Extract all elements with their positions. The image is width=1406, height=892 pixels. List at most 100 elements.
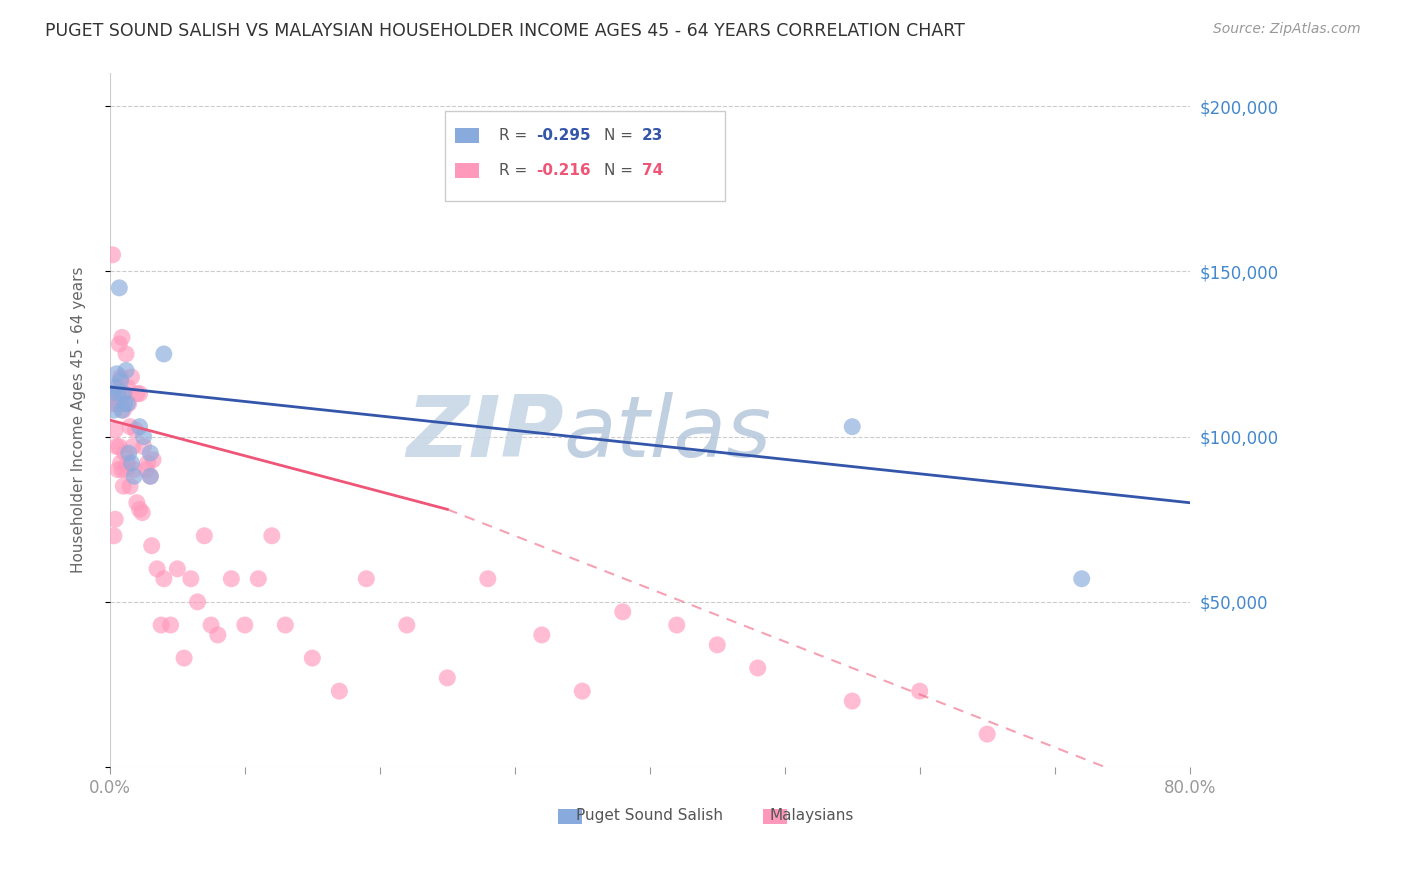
Point	[128, 502, 150, 516]
Text: -0.295: -0.295	[536, 128, 591, 143]
Point	[100, 386, 122, 401]
Point	[111, 330, 134, 344]
Point	[150, 618, 173, 632]
Point	[142, 452, 165, 467]
Point	[103, 403, 125, 417]
Point	[193, 529, 215, 543]
Point	[173, 651, 195, 665]
Point	[233, 618, 256, 632]
Text: Puget Sound Salish: Puget Sound Salish	[576, 808, 723, 823]
Point	[221, 572, 243, 586]
Point	[107, 463, 129, 477]
Point	[153, 572, 176, 586]
Point	[108, 337, 131, 351]
Point	[100, 396, 122, 410]
Text: ZIP: ZIP	[406, 392, 564, 475]
Text: Source: ZipAtlas.com: Source: ZipAtlas.com	[1213, 22, 1361, 37]
Text: -0.216: -0.216	[536, 162, 591, 178]
Point	[328, 684, 350, 698]
Point	[117, 456, 139, 470]
Point	[108, 440, 131, 454]
Text: atlas: atlas	[564, 392, 772, 475]
Point	[110, 456, 132, 470]
Point	[1070, 770, 1092, 784]
Point	[1070, 572, 1092, 586]
Text: PUGET SOUND SALISH VS MALAYSIAN HOUSEHOLDER INCOME AGES 45 - 64 YEARS CORRELATIO: PUGET SOUND SALISH VS MALAYSIAN HOUSEHOL…	[45, 22, 965, 40]
Point	[436, 671, 458, 685]
Point	[125, 386, 148, 401]
Point	[146, 562, 169, 576]
Point	[612, 605, 634, 619]
Point	[356, 572, 378, 586]
Text: R =: R =	[499, 128, 531, 143]
Point	[110, 370, 132, 384]
Point	[187, 595, 209, 609]
Y-axis label: Householder Income Ages 45 - 64 years: Householder Income Ages 45 - 64 years	[72, 267, 86, 574]
Point	[115, 363, 138, 377]
Point	[110, 373, 132, 387]
Point	[135, 463, 157, 477]
Point	[153, 347, 176, 361]
Point	[207, 628, 229, 642]
Point	[128, 419, 150, 434]
Point	[908, 684, 931, 698]
Point	[159, 618, 181, 632]
Point	[132, 440, 155, 454]
Point	[115, 347, 138, 361]
Point	[114, 446, 136, 460]
Point	[117, 396, 139, 410]
Point	[706, 638, 728, 652]
Point	[139, 469, 162, 483]
Point	[120, 479, 142, 493]
Point	[141, 539, 163, 553]
Point	[247, 572, 270, 586]
Point	[132, 429, 155, 443]
Point	[103, 529, 125, 543]
Bar	[763, 809, 787, 824]
Point	[114, 386, 136, 401]
Point	[841, 419, 863, 434]
Point	[125, 496, 148, 510]
Point	[115, 463, 138, 477]
Point	[117, 380, 139, 394]
Point	[976, 727, 998, 741]
Point	[122, 463, 145, 477]
Point	[101, 248, 124, 262]
Text: N =: N =	[605, 128, 638, 143]
Point	[301, 651, 323, 665]
Point	[180, 572, 202, 586]
Point	[104, 380, 127, 394]
Point	[530, 628, 553, 642]
Point	[124, 423, 146, 437]
Point	[477, 572, 499, 586]
Point	[139, 446, 162, 460]
Point	[120, 370, 142, 384]
Point	[121, 440, 143, 454]
Point	[114, 396, 136, 410]
Point	[200, 618, 222, 632]
Point	[103, 390, 125, 404]
Point	[112, 386, 135, 401]
Bar	[558, 809, 582, 824]
Point	[120, 456, 142, 470]
Point	[747, 661, 769, 675]
Point	[139, 469, 162, 483]
Point	[118, 446, 141, 460]
Point	[122, 469, 145, 483]
Point	[166, 562, 188, 576]
Point	[571, 684, 593, 698]
Point	[107, 380, 129, 394]
Text: N =: N =	[605, 162, 638, 178]
Point	[111, 463, 134, 477]
Point	[104, 423, 127, 437]
Point	[112, 403, 135, 417]
Bar	[456, 128, 479, 143]
Point	[112, 479, 135, 493]
Point	[665, 618, 688, 632]
Text: Malaysians: Malaysians	[769, 808, 853, 823]
Text: 23: 23	[643, 128, 664, 143]
Point	[104, 512, 127, 526]
Point	[111, 403, 134, 417]
Point	[107, 386, 129, 401]
Point	[120, 419, 142, 434]
